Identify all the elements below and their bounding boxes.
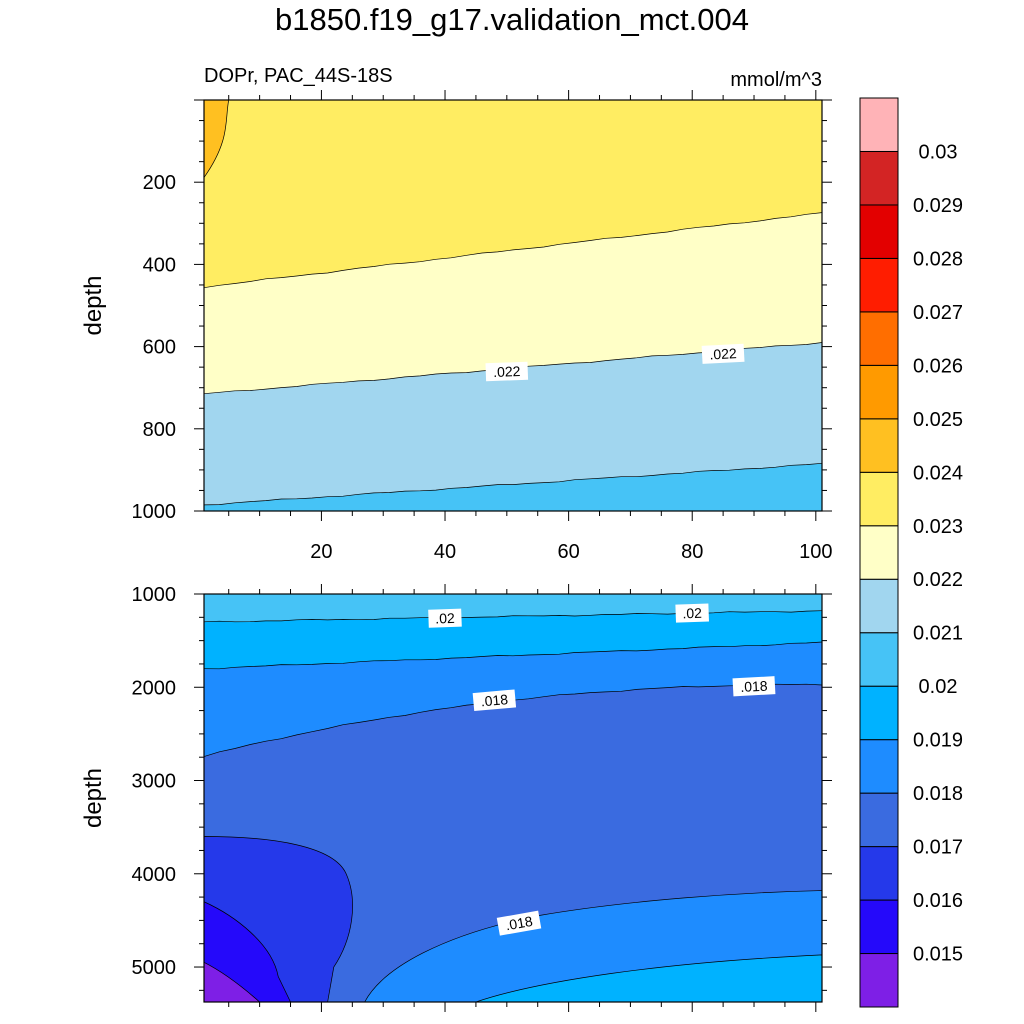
top-x-tick-label: 100 xyxy=(799,541,832,563)
bottom-deep-region-0.019 xyxy=(475,954,823,1003)
top-y-axis-label: depth xyxy=(80,275,107,335)
bottom-y-tick-label: 3000 xyxy=(132,771,177,793)
top-contour-label-text: .022 xyxy=(709,345,737,362)
bottom-frame xyxy=(203,593,823,1003)
colorbar-label: 0.026 xyxy=(913,355,963,377)
bottom-y-tick-label: 2000 xyxy=(132,677,177,699)
bottom-contour-label-bg xyxy=(732,676,776,697)
top-x-tick-label: 80 xyxy=(681,541,703,563)
colorbar-swatch xyxy=(859,953,899,1008)
colorbar-label: 0.025 xyxy=(913,409,963,431)
colorbar-swatch xyxy=(859,418,899,473)
bottom-contour-line xyxy=(203,641,823,670)
colorbar-swatch xyxy=(859,471,899,527)
top-contour-line xyxy=(203,462,823,506)
top-contour-label: .022 xyxy=(701,343,745,364)
bottom-contour-label-text: .018 xyxy=(504,913,534,934)
colorbar-swatch xyxy=(859,685,899,741)
bottom-contour-label-text: .02 xyxy=(682,605,702,622)
colorbar-label: 0.018 xyxy=(913,783,963,805)
top-corner-patch xyxy=(203,99,230,179)
top-contour-label-bg xyxy=(701,343,745,364)
colorbar-label: 0.019 xyxy=(913,730,963,752)
bottom-contour-label-text: .02 xyxy=(435,610,455,627)
axes: 20 40 60 80 100 200 400 600 800 1000 depth 1000 2000… xyxy=(80,90,833,1012)
top-contour-label: .022 xyxy=(485,361,529,382)
bottom-contour-line xyxy=(203,610,823,623)
top-x-tick-label: 40 xyxy=(434,541,456,563)
top-y-tick-label: 1000 xyxy=(132,501,177,523)
bottom-y-tick-label: 4000 xyxy=(132,864,177,886)
bottom-contour-label-bg xyxy=(472,689,517,712)
colorbar-label: 0.021 xyxy=(913,623,963,645)
colorbar-label: 0.027 xyxy=(913,302,963,324)
bottom-contour-label-text: .018 xyxy=(480,691,509,709)
bottom-contour-label: .02 xyxy=(675,603,709,623)
colorbar-swatch xyxy=(859,204,899,259)
bottom-contour-label: .018 xyxy=(732,676,776,697)
colorbar-swatch xyxy=(859,792,899,848)
bottom-contour-label: .018 xyxy=(472,689,517,712)
top-y-tick-label: 200 xyxy=(143,172,176,194)
chart-title: b1850.f19_g17.validation_mct.004 xyxy=(275,2,749,37)
colorbar-label: 0.029 xyxy=(913,195,963,217)
bottom-contour-label-bg xyxy=(428,608,462,628)
top-panel-fill xyxy=(203,99,823,511)
colorbar-swatch xyxy=(859,257,899,313)
colorbar-swatch xyxy=(859,311,899,366)
colorbar-label: 0.022 xyxy=(913,569,963,591)
left-subtitle: DOPr, PAC_44S-18S xyxy=(204,65,393,87)
top-contour-label-text: .022 xyxy=(493,363,521,380)
colorbar-swatch xyxy=(859,846,899,901)
top-x-tick-label: 20 xyxy=(310,541,332,563)
top-y-tick-label: 400 xyxy=(143,254,176,276)
colorbar-swatch xyxy=(859,364,899,420)
colorbar-swatch xyxy=(859,578,899,634)
right-subtitle: mmol/m^3 xyxy=(730,69,822,91)
colorbar-label: 0.028 xyxy=(913,248,963,270)
colorbar-swatch xyxy=(859,97,899,152)
bottom-panel-fill xyxy=(203,594,823,1003)
top-contour-label-bg xyxy=(485,361,529,382)
colorbar-label: 0.03 xyxy=(919,141,958,163)
bottom-contour-label-bg xyxy=(496,910,542,936)
top-y-tick-label: 600 xyxy=(143,337,176,359)
colorbar-label: 0.023 xyxy=(913,516,963,538)
top-contour-line xyxy=(203,212,823,289)
colorbar-swatch xyxy=(859,150,899,206)
colorbar-swatch xyxy=(859,525,899,580)
bottom-y-tick-label: 1000 xyxy=(132,584,177,606)
colorbar-label: 0.016 xyxy=(913,890,963,912)
bottom-contour-label: .018 xyxy=(496,910,542,936)
bottom-contour-label: .02 xyxy=(428,608,462,628)
colorbar-swatch xyxy=(859,739,899,794)
contour-labels: .022 .022 .02 .02 .018 .018 .018 xyxy=(428,343,776,936)
bottom-y-tick-label: 5000 xyxy=(132,957,177,979)
colorbar-label: 0.024 xyxy=(913,462,963,484)
colorbar-label: 0.015 xyxy=(913,944,963,966)
colorbar-label: 0.017 xyxy=(913,837,963,859)
top-region-0.021-0.022 xyxy=(204,342,822,511)
bottom-y-axis-label: depth xyxy=(80,768,107,828)
bottom-contour-label-bg xyxy=(675,603,709,623)
colorbar-swatch xyxy=(859,632,899,687)
colorbar-label: 0.02 xyxy=(919,676,958,698)
top-y-tick-label: 800 xyxy=(143,419,176,441)
top-region-0.020-0.021 xyxy=(204,463,822,511)
colorbar: 0.015 0.016 0.017 0.018 0.019 0.02 0.021 0.022 0… xyxy=(859,97,963,1008)
bottom-contour-label-text: .018 xyxy=(740,678,768,695)
colorbar-swatch xyxy=(859,899,899,955)
top-x-tick-label: 60 xyxy=(557,541,579,563)
